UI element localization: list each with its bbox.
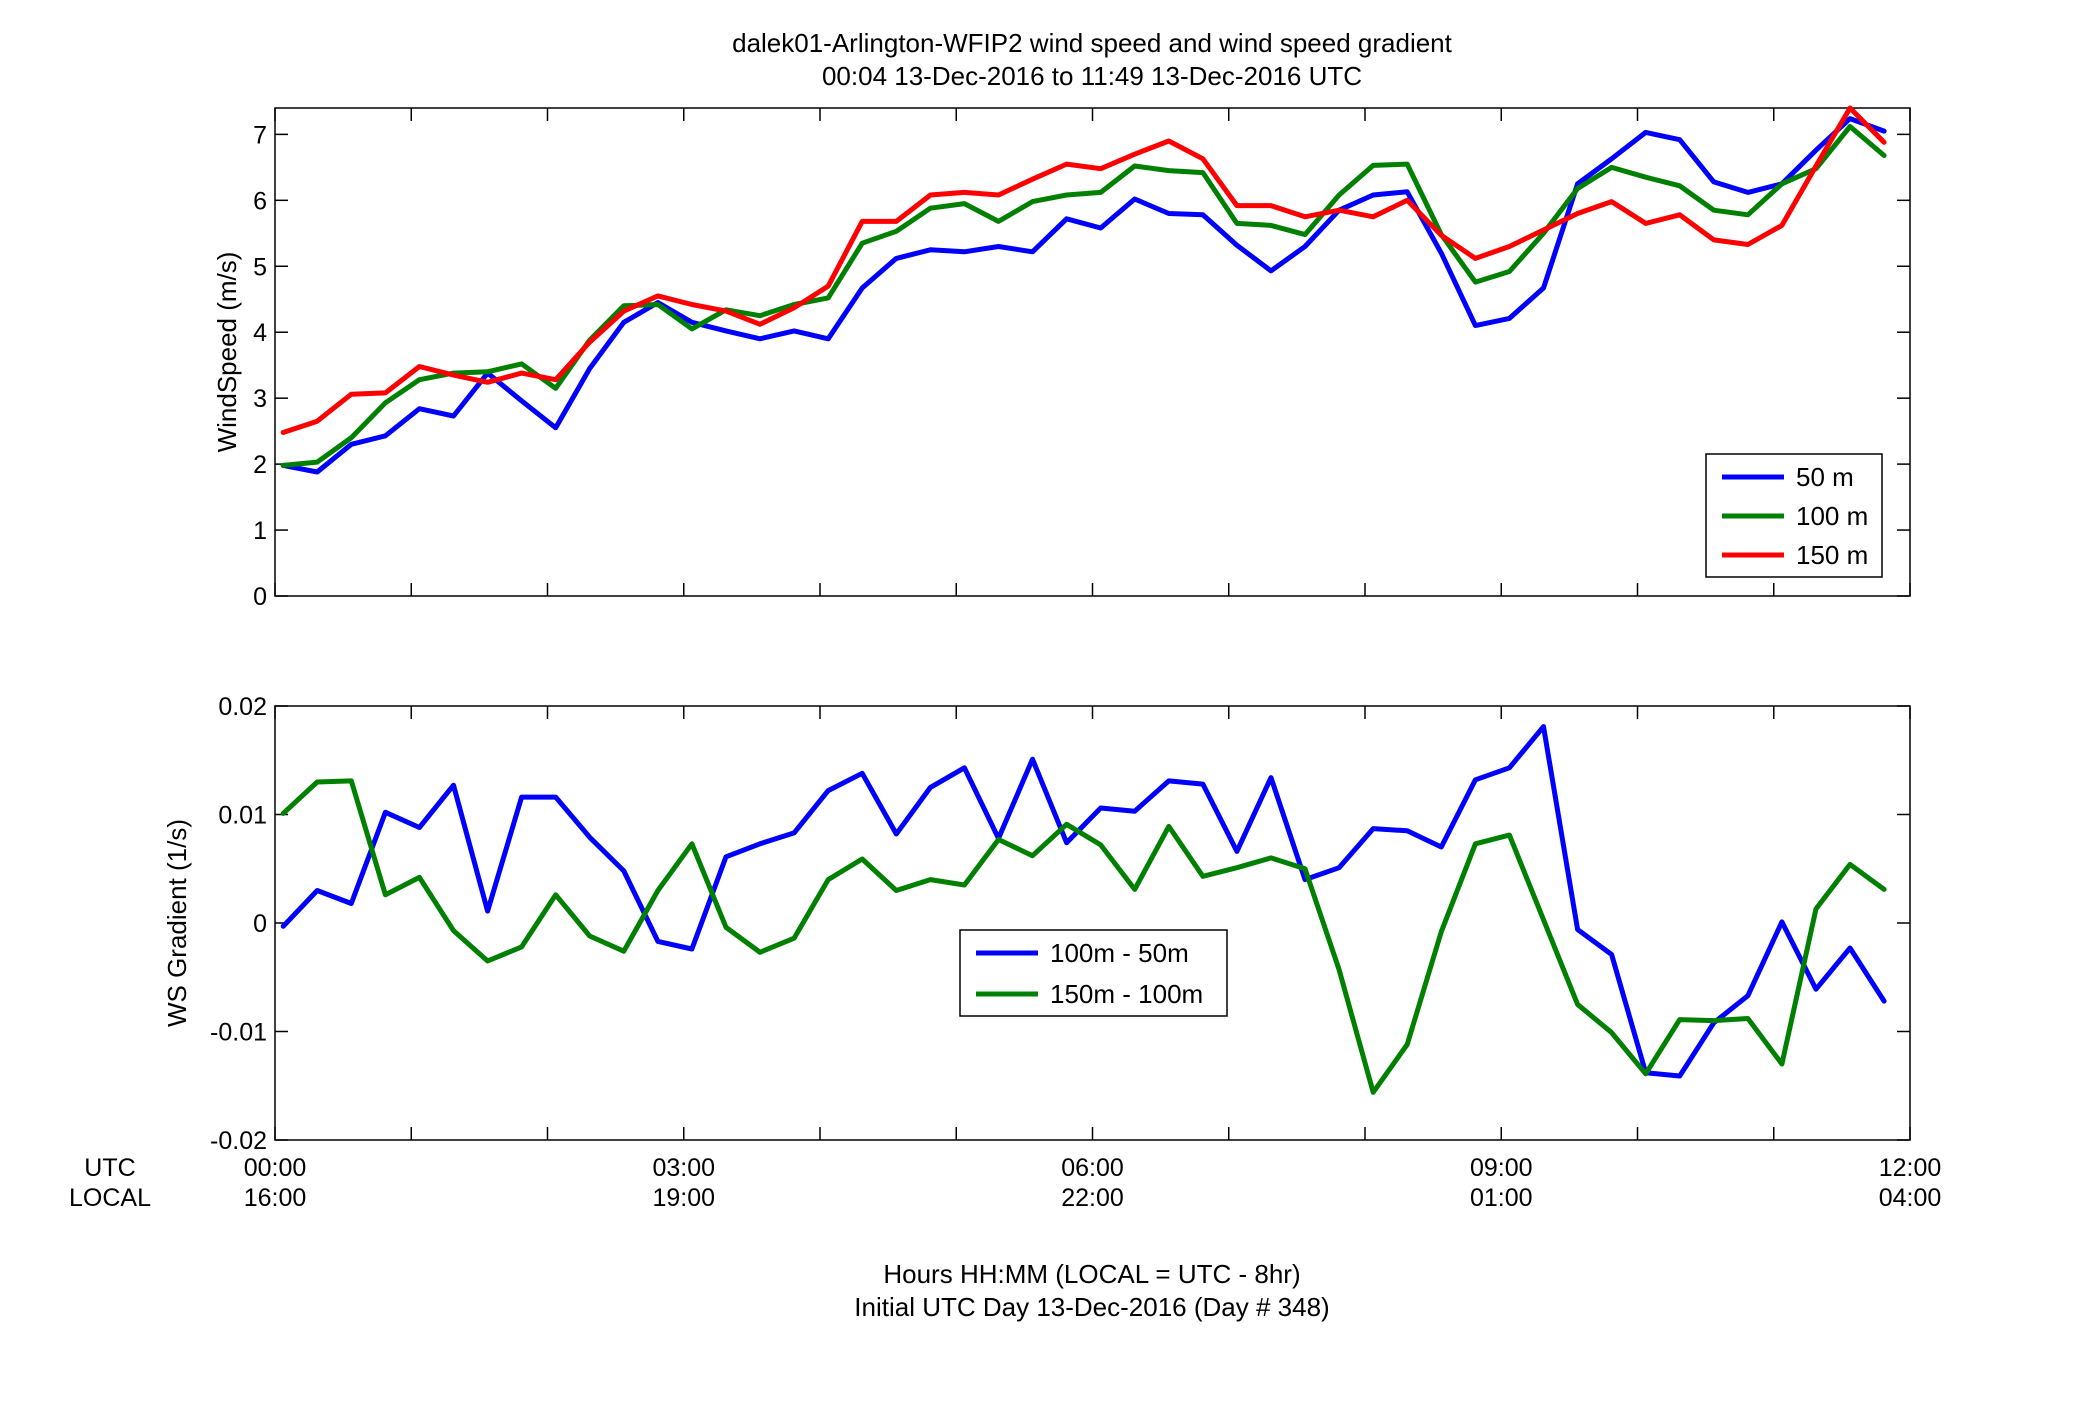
x-tick-label-local: 16:00 [244,1184,307,1212]
local-row-label: LOCAL [69,1184,151,1212]
series-line-150mto100m [280,778,1887,1095]
wind-speed-panel: 0 1 2 3 4 5 6 7 WindSpeed (m/s) 50 m 100 m 150 m [212,105,1911,611]
x-axis-label-line2: Initial UTC Day 13-Dec-2016 (Day # 348) [854,1292,1329,1322]
y-tick-label: -0.02 [210,1127,267,1155]
y-tick-label: -0.01 [210,1019,267,1047]
x-tick-label-local: 01:00 [1470,1184,1533,1212]
series-line-50m [280,116,1887,475]
y-tick-label: 4 [253,319,267,347]
x-tick-label-utc: 12:00 [1879,1154,1942,1182]
legend-label: 50 m [1796,462,1854,492]
y-tick-label: 7 [253,121,267,149]
y-tick-label: 5 [253,253,267,281]
gradient-series [280,724,1887,1095]
gradient-y-axis-label: WS Gradient (1/s) [162,819,192,1027]
y-tick-label: 6 [253,187,267,215]
legend-label: 150 m [1796,540,1868,570]
wind-speed-y-tick-labels: 0 1 2 3 4 5 6 7 [253,121,267,611]
wind-speed-plot-frame [274,107,1911,597]
y-tick-label: 3 [253,385,267,413]
x-tick-label-utc: 06:00 [1061,1154,1124,1182]
wind-speed-y-axis-label: WindSpeed (m/s) [212,252,242,453]
series-line-150m [280,105,1887,435]
y-tick-label: 2 [253,451,267,479]
y-tick-label: 0.01 [218,802,267,830]
legend-label: 100m - 50m [1050,938,1189,968]
wind-speed-ticks [274,108,1911,597]
series-line-100mto50m [280,724,1887,1079]
series-line-100m [280,124,1887,468]
y-tick-label: 0.02 [218,693,267,721]
x-tick-label-utc: 03:00 [652,1154,715,1182]
utc-row-label: UTC [84,1154,135,1182]
y-tick-label: 0 [253,583,267,611]
x-tick-label-local: 19:00 [652,1184,715,1212]
y-tick-label: 0 [253,910,267,938]
gradient-legend-box [959,929,1228,1017]
x-tick-label-utc: 00:00 [244,1154,307,1182]
legend-label: 100 m [1796,501,1868,531]
gradient-panel: -0.02 -0.01 0 0.01 0.02 WS Gradient (1/s) 10… [162,693,1911,1155]
gradient-y-tick-labels: -0.02 -0.01 0 0.01 0.02 [210,693,267,1155]
gradient-legend: 100m - 50m 150m - 100m [959,929,1228,1017]
y-tick-label: 1 [253,517,267,545]
chart-title-line1: dalek01-Arlington-WFIP2 wind speed and w… [732,28,1453,58]
x-axis-label-line1: Hours HH:MM (LOCAL = UTC - 8hr) [883,1259,1300,1289]
legend-label: 150m - 100m [1050,979,1203,1009]
x-tick-label-local: 22:00 [1061,1184,1124,1212]
wind-speed-series [280,105,1887,475]
x-tick-label-local: 04:00 [1879,1184,1942,1212]
wind-speed-legend: 50 m 100 m 150 m [1705,453,1883,578]
x-tick-label-utc: 09:00 [1470,1154,1533,1182]
chart-title-line2: 00:04 13-Dec-2016 to 11:49 13-Dec-2016 U… [822,61,1362,91]
